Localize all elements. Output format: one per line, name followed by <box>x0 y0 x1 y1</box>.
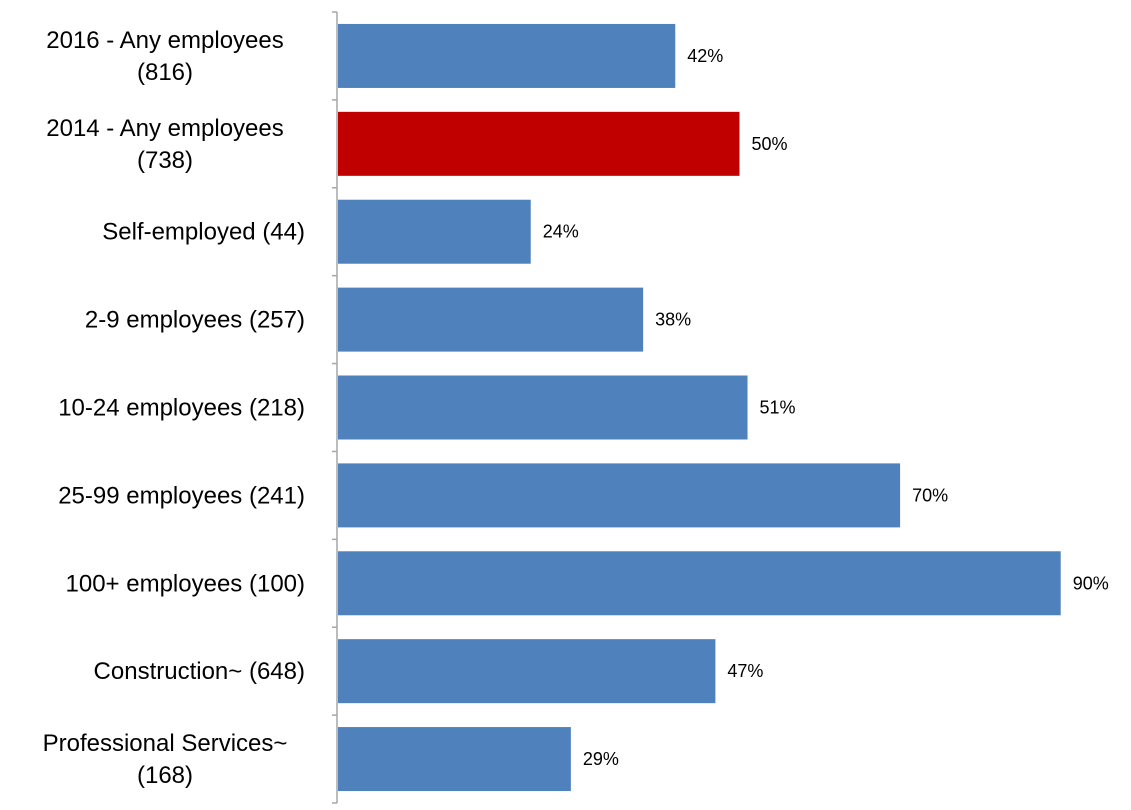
bar <box>338 551 1061 616</box>
category-label-line: 2-9 employees (257) <box>85 307 305 334</box>
data-label: 42% <box>687 46 723 66</box>
bar <box>338 463 901 528</box>
data-label: 50% <box>752 134 788 154</box>
data-label: 29% <box>583 749 619 769</box>
bar <box>338 639 716 704</box>
category-labels: 2016 - Any employees (816) 2014 - Any empl… <box>43 27 305 789</box>
bars-layer <box>338 23 1061 792</box>
category-label-line: 2016 - Any employees <box>46 27 283 54</box>
data-label: 90% <box>1073 573 1109 593</box>
data-label: 51% <box>760 398 796 418</box>
data-label: 24% <box>543 222 579 242</box>
category-label-line: Construction~ (648) <box>94 658 305 685</box>
value-labels: 42% 50% 24% 38% 51% 70% 90% 47% 29% <box>543 46 1109 769</box>
category-label-line: Self-employed (44) <box>102 219 305 246</box>
data-label: 38% <box>655 310 691 330</box>
category-label-line: (168) <box>137 762 193 789</box>
category-label: Professional Services~ (168) <box>43 730 288 789</box>
bar <box>338 287 644 352</box>
category-label-line: 100+ employees (100) <box>66 570 305 597</box>
data-label: 70% <box>912 485 948 505</box>
category-label-line: 10-24 employees (218) <box>58 395 305 422</box>
category-axis <box>332 11 338 804</box>
category-label-line: (738) <box>137 147 193 174</box>
category-label-line: Professional Services~ <box>43 730 288 757</box>
category-label: 25-99 employees (241) <box>58 482 305 509</box>
category-label: 2-9 employees (257) <box>85 307 305 334</box>
category-label: Self-employed (44) <box>102 219 305 246</box>
category-label-line: 2014 - Any employees <box>46 115 283 142</box>
bar <box>338 23 676 88</box>
bar <box>338 199 531 264</box>
category-label: 100+ employees (100) <box>66 570 305 597</box>
category-label: 2014 - Any employees (738) <box>46 115 283 174</box>
data-label: 47% <box>727 661 763 681</box>
category-label: Construction~ (648) <box>94 658 305 685</box>
category-label: 10-24 employees (218) <box>58 395 305 422</box>
category-label-line: (816) <box>137 59 193 86</box>
bar <box>338 111 740 176</box>
category-label: 2016 - Any employees (816) <box>46 27 283 86</box>
bar <box>338 375 748 440</box>
category-label-line: 25-99 employees (241) <box>58 482 305 509</box>
bar <box>338 727 571 792</box>
